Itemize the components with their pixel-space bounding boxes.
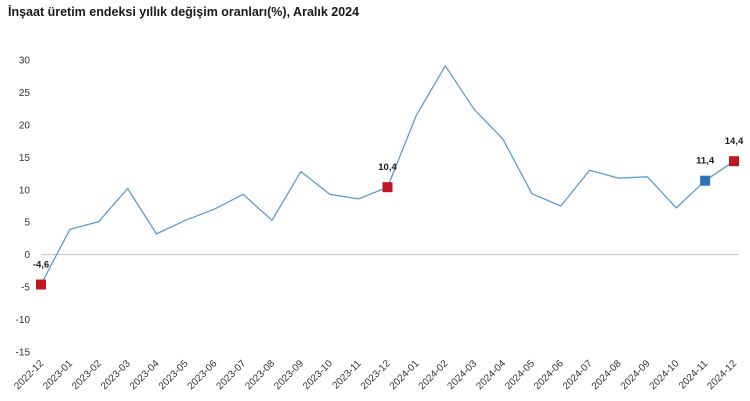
data-label: 14,4: [725, 136, 744, 147]
x-tick-label: 2024-04: [474, 358, 508, 392]
chart-title: İnşaat üretim endeksi yıllık değişim ora…: [8, 5, 360, 19]
y-tick-label: 30: [19, 56, 31, 67]
x-tick-label: 2023-08: [243, 358, 277, 392]
x-tick-label: 2024-05: [503, 358, 537, 392]
y-tick-label: 20: [19, 120, 31, 131]
x-tick-label: 2024-03: [446, 358, 480, 392]
data-marker: [700, 175, 711, 186]
data-label: 11,4: [696, 156, 715, 167]
x-tick-label: 2024-10: [648, 358, 682, 392]
x-tick-label: 2023-02: [70, 358, 104, 392]
series-lines: [40, 65, 735, 285]
x-tick-label: 2024-06: [532, 358, 566, 392]
x-tick-label: 2023-12: [359, 358, 393, 392]
x-tick-label: 2024-01: [388, 358, 422, 392]
x-tick-label: 2023-10: [301, 358, 335, 392]
x-tick-label: 2023-09: [272, 358, 306, 392]
series-line: [40, 65, 735, 285]
y-tick-label: 0: [24, 250, 30, 261]
data-marker: [382, 182, 393, 193]
x-tick-label: 2023-04: [128, 358, 162, 392]
x-tick-label: 2023-05: [157, 358, 191, 392]
x-tick-label: 2024-11: [677, 358, 711, 392]
data-markers: [36, 156, 739, 290]
x-tick-label: 2024-02: [417, 358, 451, 392]
data-label: -4,6: [33, 260, 49, 271]
x-axis-ticks: 2022-122023-012023-022023-032023-042023-…: [12, 358, 739, 392]
y-tick-label: 25: [19, 88, 31, 99]
data-marker: [36, 279, 46, 290]
y-tick-label: -5: [21, 283, 30, 294]
y-tick-label: 5: [24, 218, 30, 229]
x-tick-label: 2024-08: [590, 358, 624, 392]
x-tick-label: 2024-12: [705, 358, 739, 392]
x-tick-label: 2024-07: [561, 358, 595, 392]
x-tick-label: 2023-03: [99, 358, 133, 392]
y-tick-label: -10: [16, 315, 31, 326]
x-tick-label: 2023-06: [186, 358, 220, 392]
y-tick-label: -15: [16, 348, 31, 359]
x-tick-label: 2024-09: [619, 358, 653, 392]
data-marker: [729, 156, 739, 167]
x-tick-label: 2023-07: [215, 358, 249, 392]
data-labels: -4,6 10,4 11,4 14,4: [33, 136, 744, 270]
x-tick-label: 2023-11: [331, 358, 365, 392]
data-label: 10,4: [378, 162, 397, 173]
y-axis-ticks: -15 -10 -5 0 5 10 15 20 25 30: [16, 56, 31, 359]
x-tick-label: 2022-12: [12, 358, 46, 392]
x-tick-label: 2023-01: [41, 358, 75, 392]
y-tick-label: 10: [19, 185, 31, 196]
y-tick-label: 15: [19, 153, 31, 164]
